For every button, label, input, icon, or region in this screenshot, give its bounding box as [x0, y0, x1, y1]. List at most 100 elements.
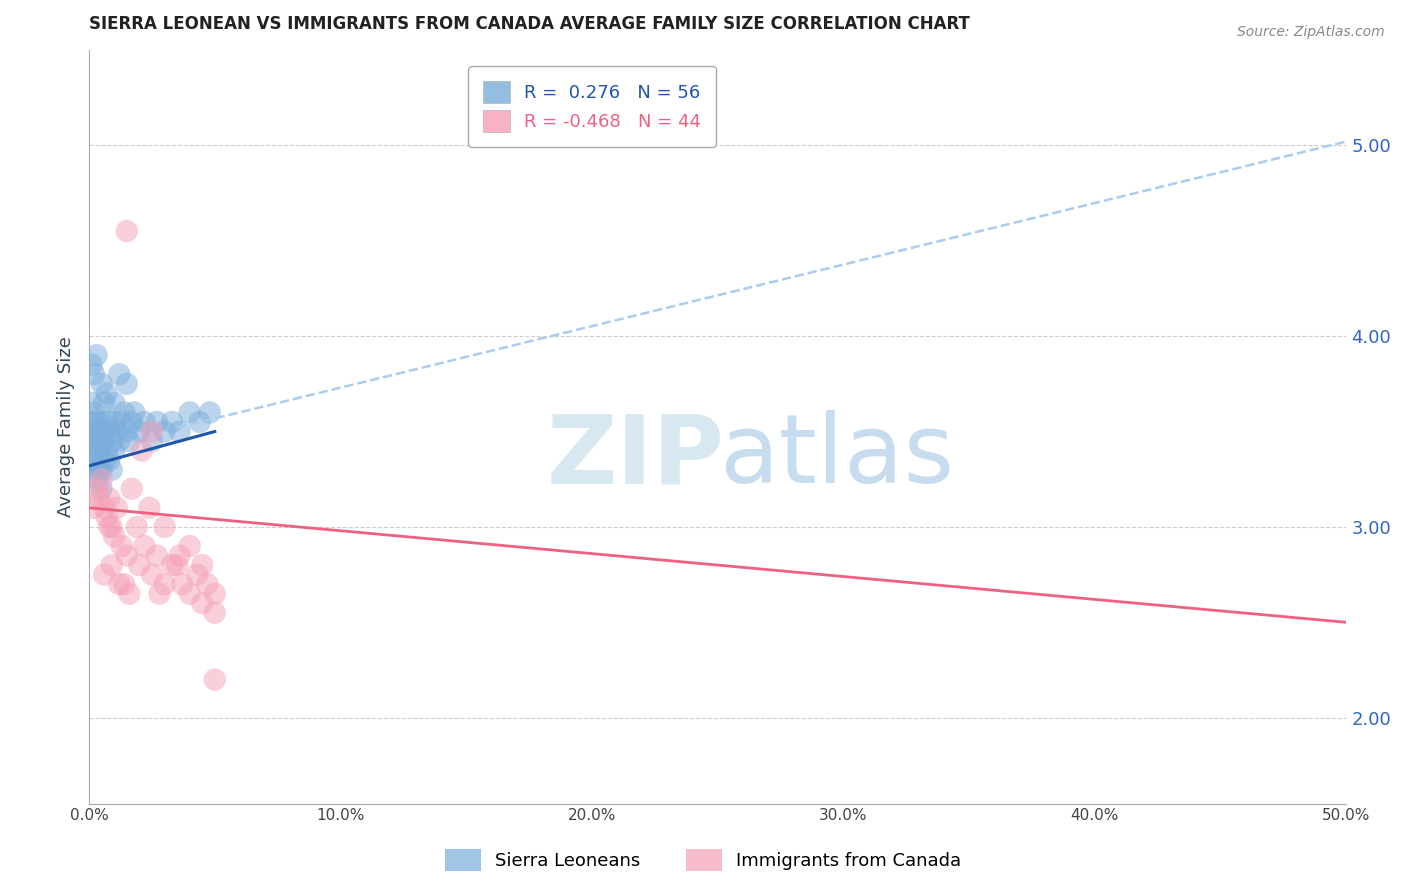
Point: [179, 405, 201, 419]
Point: [100, 558, 122, 572]
Point: [80, 358, 103, 372]
Point: [93, 567, 115, 582]
Point: [98, 520, 121, 534]
Point: [80, 434, 103, 448]
Point: [204, 587, 226, 601]
Point: [86, 453, 108, 467]
Point: [121, 415, 143, 429]
Point: [100, 434, 122, 448]
Text: ZIP: ZIP: [547, 410, 725, 503]
Point: [86, 434, 108, 448]
Point: [90, 482, 112, 496]
Point: [86, 415, 108, 429]
Point: [93, 396, 115, 410]
Point: [103, 396, 125, 410]
Point: [115, 376, 138, 391]
Point: [138, 500, 160, 515]
Point: [83, 500, 105, 515]
Text: atlas: atlas: [720, 410, 955, 503]
Point: [83, 453, 105, 467]
Point: [153, 520, 176, 534]
Point: [179, 539, 201, 553]
Legend: R =  0.276   N = 56, R = -0.468   N = 44: R = 0.276 N = 56, R = -0.468 N = 44: [468, 66, 716, 146]
Point: [83, 425, 105, 439]
Point: [103, 529, 125, 543]
Point: [111, 415, 134, 429]
Point: [191, 596, 214, 610]
Point: [191, 558, 214, 572]
Point: [118, 587, 141, 601]
Point: [86, 348, 108, 362]
Point: [125, 520, 148, 534]
Point: [89, 443, 111, 458]
Point: [105, 500, 128, 515]
Point: [98, 491, 121, 506]
Point: [90, 434, 112, 448]
Point: [93, 500, 115, 515]
Point: [148, 587, 170, 601]
Text: Source: ZipAtlas.com: Source: ZipAtlas.com: [1237, 25, 1385, 39]
Point: [134, 539, 156, 553]
Point: [80, 463, 103, 477]
Point: [115, 549, 138, 563]
Point: [103, 443, 125, 458]
Point: [128, 558, 150, 572]
Point: [96, 386, 118, 401]
Point: [89, 425, 111, 439]
Point: [153, 425, 176, 439]
Point: [86, 482, 108, 496]
Point: [100, 463, 122, 477]
Point: [204, 673, 226, 687]
Point: [90, 472, 112, 486]
Point: [96, 510, 118, 524]
Point: [141, 434, 163, 448]
Point: [108, 577, 131, 591]
Point: [172, 577, 194, 591]
Point: [146, 549, 169, 563]
Y-axis label: Average Family Size: Average Family Size: [58, 336, 75, 517]
Point: [108, 434, 131, 448]
Point: [195, 577, 218, 591]
Point: [89, 463, 111, 477]
Point: [186, 567, 208, 582]
Point: [98, 425, 121, 439]
Legend: Sierra Leoneans, Immigrants from Canada: Sierra Leoneans, Immigrants from Canada: [437, 842, 969, 879]
Point: [83, 405, 105, 419]
Point: [93, 453, 115, 467]
Point: [131, 443, 153, 458]
Point: [179, 587, 201, 601]
Point: [169, 425, 191, 439]
Point: [105, 425, 128, 439]
Point: [90, 415, 112, 429]
Point: [134, 415, 156, 429]
Point: [204, 606, 226, 620]
Point: [93, 425, 115, 439]
Point: [96, 443, 118, 458]
Point: [89, 491, 111, 506]
Point: [83, 368, 105, 382]
Point: [115, 224, 138, 238]
Point: [80, 396, 103, 410]
Point: [188, 415, 211, 429]
Point: [146, 415, 169, 429]
Point: [80, 415, 103, 429]
Point: [198, 405, 221, 419]
Point: [160, 415, 183, 429]
Point: [112, 577, 135, 591]
Point: [153, 577, 176, 591]
Point: [98, 453, 121, 467]
Point: [108, 368, 131, 382]
Point: [141, 425, 163, 439]
Point: [100, 520, 122, 534]
Point: [96, 415, 118, 429]
Point: [83, 443, 105, 458]
Point: [90, 376, 112, 391]
Point: [115, 425, 138, 439]
Point: [121, 482, 143, 496]
Point: [141, 567, 163, 582]
Text: SIERRA LEONEAN VS IMMIGRANTS FROM CANADA AVERAGE FAMILY SIZE CORRELATION CHART: SIERRA LEONEAN VS IMMIGRANTS FROM CANADA…: [89, 15, 970, 33]
Point: [166, 558, 188, 572]
Point: [86, 472, 108, 486]
Point: [169, 549, 191, 563]
Point: [118, 434, 141, 448]
